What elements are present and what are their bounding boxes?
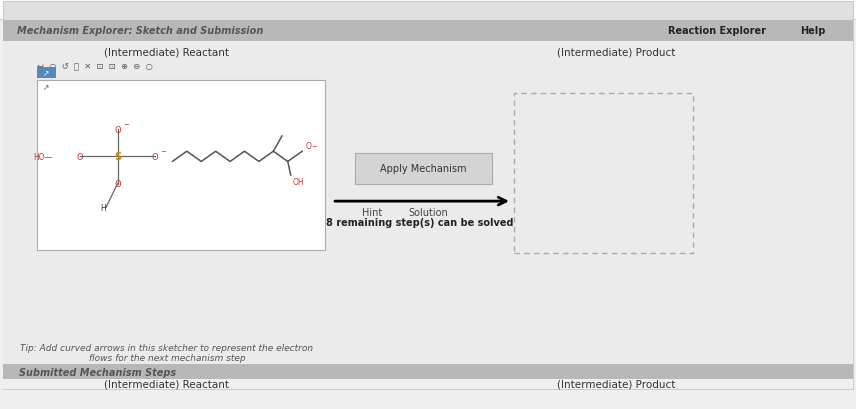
Text: −: − <box>123 122 129 128</box>
Bar <box>37 81 325 250</box>
Text: OH: OH <box>293 177 304 186</box>
Text: Help: Help <box>800 26 826 36</box>
Bar <box>355 153 492 184</box>
Text: 8 remaining step(s) can be solved: 8 remaining step(s) can be solved <box>325 218 514 228</box>
Text: ↗: ↗ <box>43 69 50 77</box>
Text: Submitted Mechanism Steps: Submitted Mechanism Steps <box>19 367 176 377</box>
Text: S: S <box>114 152 122 162</box>
Text: Mechanism Explorer: Sketch and Submission: Mechanism Explorer: Sketch and Submissio… <box>17 26 264 36</box>
Text: O: O <box>114 180 121 189</box>
Bar <box>432 2 514 18</box>
Text: O: O <box>77 153 83 162</box>
Bar <box>0 0 856 20</box>
Text: Apply Mechanism: Apply Mechanism <box>380 164 467 174</box>
Bar <box>37 67 56 79</box>
Text: −: − <box>312 144 317 150</box>
Text: H: H <box>100 203 106 212</box>
Text: Solution: Solution <box>408 208 448 218</box>
Bar <box>3 20 853 42</box>
Text: (Intermediate) Product: (Intermediate) Product <box>557 379 675 389</box>
Bar <box>3 379 853 389</box>
Text: O: O <box>152 153 158 162</box>
Bar <box>514 94 693 254</box>
Text: Hint: Hint <box>362 208 383 218</box>
Bar <box>287 2 368 18</box>
Text: Reaction Explorer: Reaction Explorer <box>668 26 765 36</box>
Text: (Intermediate) Reactant: (Intermediate) Reactant <box>104 47 229 57</box>
Bar <box>3 42 853 365</box>
Text: Tip: Add curved arrows in this sketcher to represent the electron
flows for the : Tip: Add curved arrows in this sketcher … <box>21 343 313 362</box>
Text: O: O <box>306 141 312 150</box>
Text: −: − <box>161 149 167 155</box>
Text: (Intermediate) Reactant: (Intermediate) Reactant <box>104 379 229 389</box>
Text: ↗: ↗ <box>43 83 50 92</box>
Text: HO—: HO— <box>33 153 52 162</box>
Text: (Intermediate) Product: (Intermediate) Product <box>557 47 675 57</box>
Text: O: O <box>114 125 121 134</box>
Text: ↩  ○  ↺  ⌒  ✕  ⊡  ⊡  ⊕  ⊖  ○: ↩ ○ ↺ ⌒ ✕ ⊡ ⊡ ⊕ ⊖ ○ <box>37 62 152 71</box>
Bar <box>3 364 853 380</box>
